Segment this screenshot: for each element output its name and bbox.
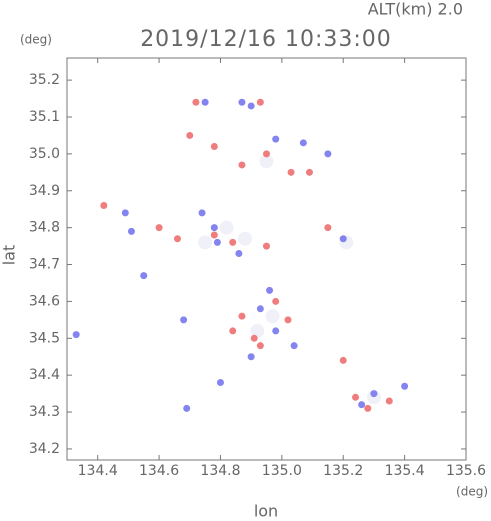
echo-point: [284, 316, 292, 324]
y-tick-label: 34.8: [29, 220, 60, 236]
echo-point: [186, 131, 194, 139]
echo-point: [210, 231, 218, 239]
echo-point: [247, 353, 255, 361]
x-tick-label: 134.6: [139, 463, 179, 479]
y-unit: (deg): [20, 33, 52, 47]
echo-point: [198, 209, 206, 217]
y-tick-label: 34.7: [29, 257, 60, 273]
echo-point: [229, 327, 237, 335]
echo-point: [358, 401, 366, 409]
chart-title: 2019/12/16 10:33:00: [140, 27, 392, 52]
echo-point: [213, 238, 221, 246]
echo-point: [305, 168, 313, 176]
y-axis-label: lat: [0, 245, 19, 266]
echo-point: [247, 102, 255, 110]
echo-point: [366, 390, 381, 405]
echo-point: [259, 154, 274, 169]
y-tick-label: 34.9: [29, 183, 60, 199]
echo-point: [290, 342, 298, 350]
echo-point: [183, 404, 191, 412]
y-tick-label: 34.4: [29, 367, 60, 383]
echo-point: [155, 224, 163, 232]
echo-point: [210, 143, 218, 151]
echo-point: [299, 139, 307, 147]
echo-point: [140, 272, 148, 280]
echo-point: [324, 224, 332, 232]
echo-point: [72, 331, 80, 339]
echo-point: [256, 342, 264, 350]
echo-point: [210, 224, 218, 232]
echo-point: [339, 356, 347, 364]
echo-point: [370, 390, 378, 398]
echo-point: [263, 242, 270, 250]
echo-point: [216, 379, 224, 387]
echo-point: [229, 238, 237, 246]
x-tick-label: 135.2: [323, 463, 363, 479]
y-tick-label: 34.3: [29, 404, 60, 420]
echo-point: [219, 220, 234, 235]
y-tick-label: 35.0: [29, 146, 60, 162]
echo-point: [250, 334, 258, 342]
echo-point: [238, 231, 253, 246]
echo-point: [256, 98, 264, 106]
echo-point: [364, 404, 372, 412]
echo-point: [238, 98, 246, 106]
echo-point: [265, 309, 280, 324]
echo-point: [198, 235, 213, 250]
echo-point: [173, 235, 181, 243]
echo-point: [272, 135, 280, 143]
y-tick-label: 35.1: [29, 109, 60, 125]
y-tick-label: 35.2: [29, 72, 60, 88]
x-tick-label: 135.0: [262, 463, 302, 479]
echo-point: [385, 397, 393, 405]
subtitle: ALT(km) 2.0: [368, 0, 463, 19]
echo-point: [287, 168, 295, 176]
x-tick-label: 134.8: [200, 463, 240, 479]
echo-point: [201, 98, 209, 106]
y-tick-label: 34.5: [29, 330, 60, 346]
x-tick-label: 135.6: [446, 463, 486, 479]
plot-frame: [66, 57, 467, 461]
echo-point: [256, 305, 264, 313]
echo-point: [250, 323, 265, 338]
echo-point: [266, 286, 274, 294]
echo-point: [238, 312, 246, 320]
x-axis-label: lon: [254, 502, 278, 521]
echo-point: [272, 327, 280, 335]
echo-point: [127, 227, 135, 235]
echo-point: [324, 150, 332, 158]
echo-point: [272, 297, 280, 305]
echo-point: [339, 235, 347, 243]
echo-point: [401, 382, 409, 390]
echo-point: [238, 161, 246, 169]
x-tick-label: 135.4: [385, 463, 425, 479]
y-tick-label: 34.6: [29, 293, 60, 309]
echo-point: [352, 393, 360, 401]
echo-point: [100, 202, 108, 210]
echo-point: [180, 316, 188, 324]
x-unit: (deg): [456, 485, 488, 499]
echo-point: [235, 249, 243, 257]
echo-point: [263, 150, 270, 158]
y-tick-label: 34.2: [29, 441, 60, 457]
echo-point: [121, 209, 129, 217]
x-tick-label: 134.4: [78, 463, 118, 479]
echo-point: [192, 98, 200, 106]
